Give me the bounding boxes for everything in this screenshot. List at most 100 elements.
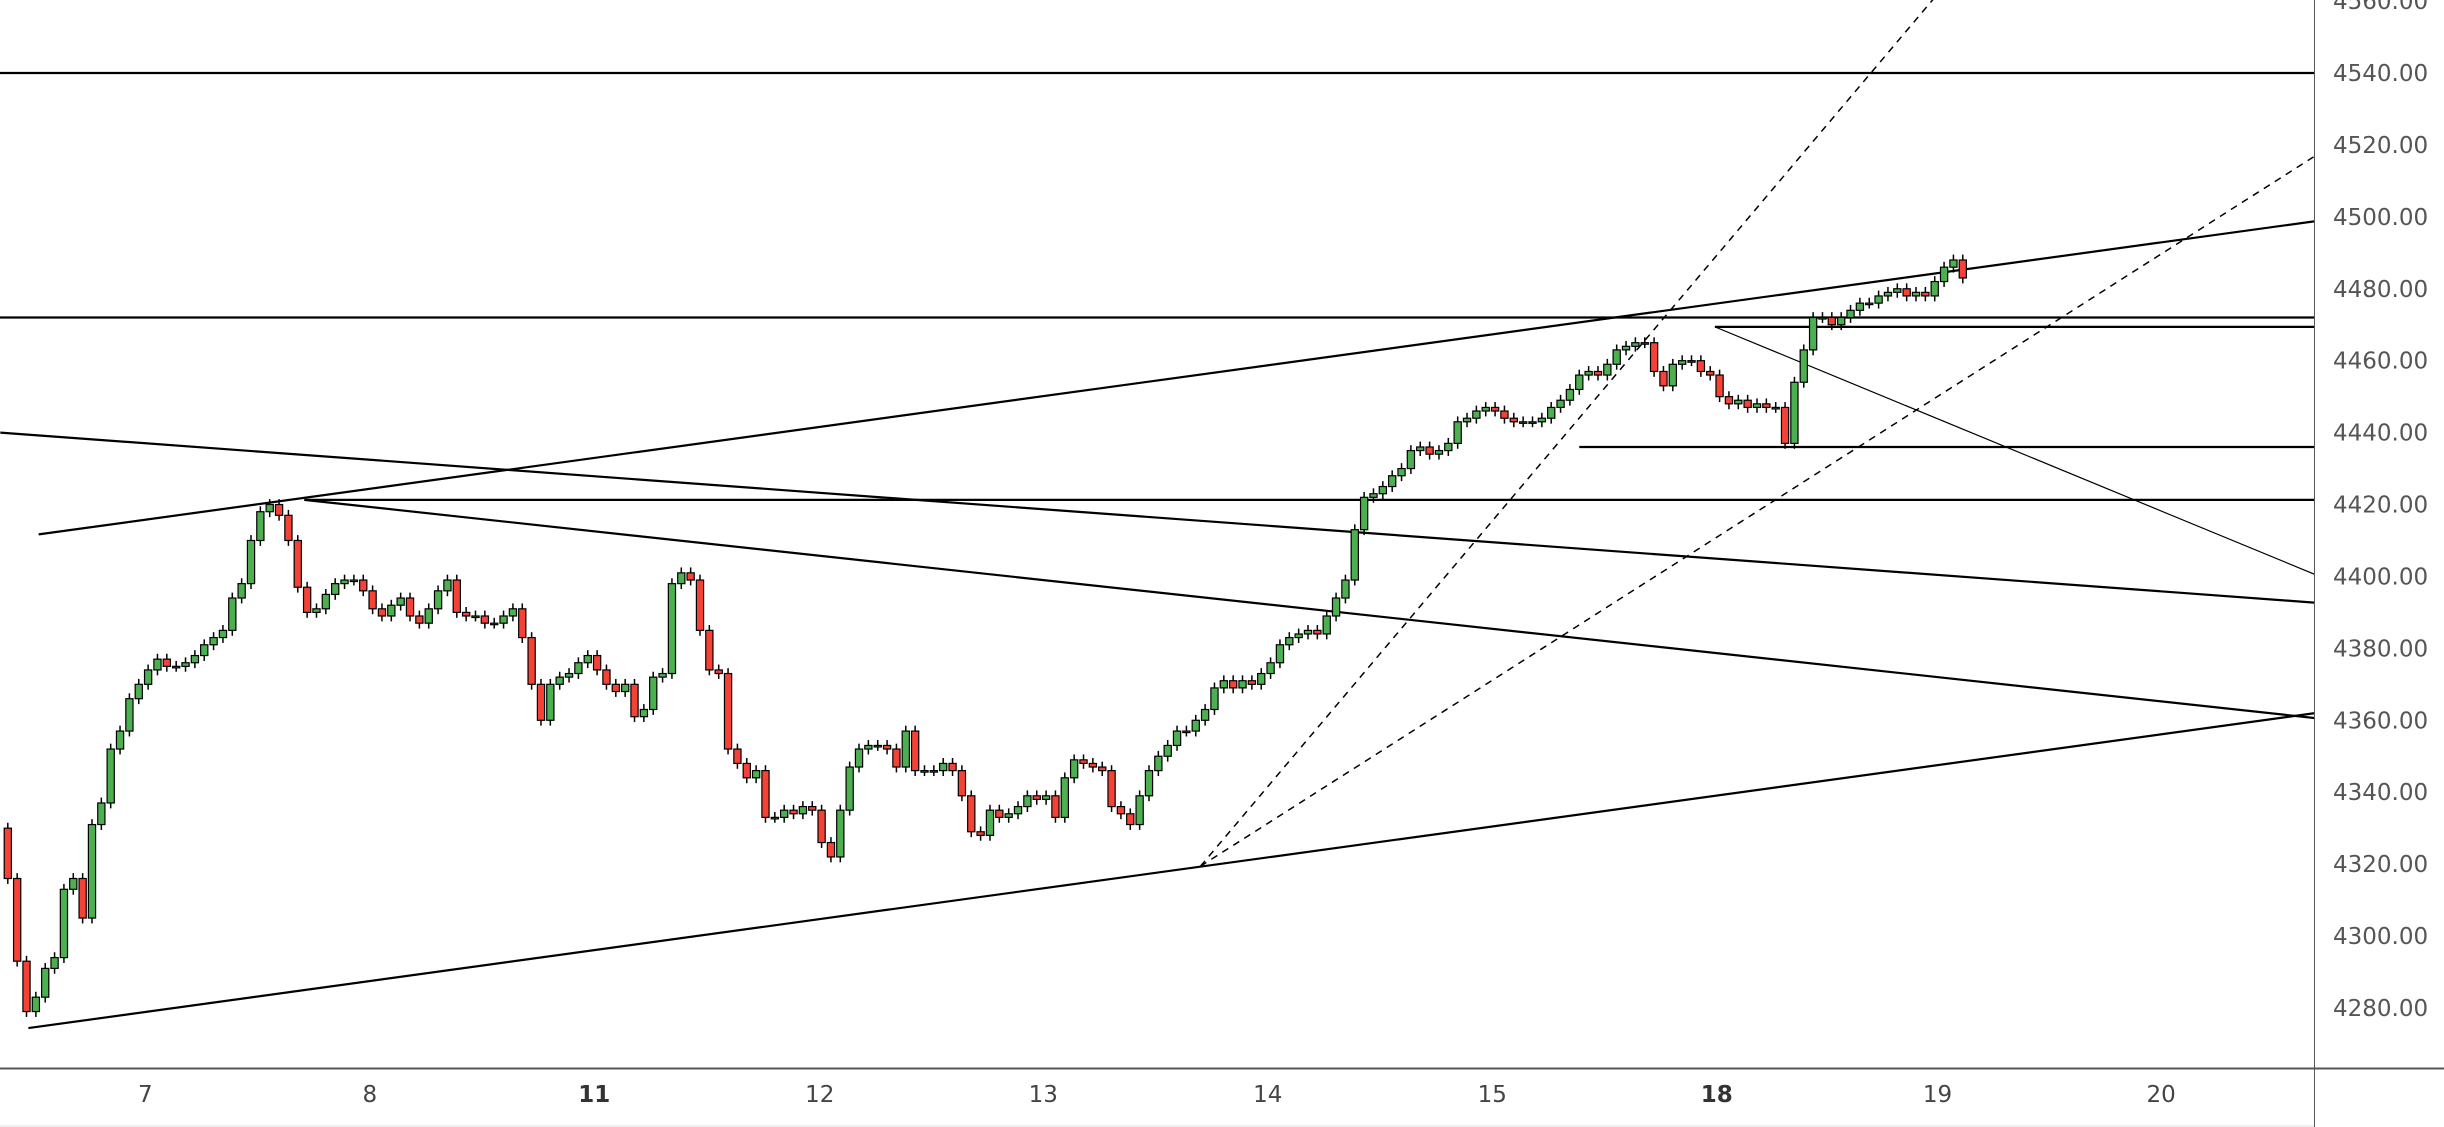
candle-body <box>751 770 761 779</box>
candle-body <box>1144 770 1154 797</box>
candle <box>798 801 808 820</box>
candle-body <box>1958 259 1967 279</box>
candle-body <box>3 827 12 880</box>
candle <box>1874 290 1883 309</box>
candle <box>686 567 695 586</box>
candle-body <box>1182 730 1191 734</box>
candle-body <box>1294 633 1303 639</box>
candle <box>929 765 939 777</box>
candle <box>742 758 751 784</box>
candle-body <box>1397 467 1406 477</box>
candle <box>677 567 686 590</box>
trend-line-7[interactable] <box>304 498 2315 720</box>
candle-body <box>368 590 377 610</box>
candle-body <box>1331 597 1341 617</box>
candle-body <box>265 503 274 513</box>
candle-body <box>1472 410 1481 419</box>
candle <box>1743 394 1752 413</box>
candle-body <box>1752 403 1762 409</box>
candle-body <box>985 809 995 836</box>
candle <box>1939 261 1949 287</box>
plot-area[interactable] <box>0 0 2314 1068</box>
drawings-layer <box>0 0 2316 1030</box>
candle <box>452 574 461 618</box>
candle-body <box>630 683 639 718</box>
candle <box>761 765 770 823</box>
candle-body <box>1004 813 1013 818</box>
candle-body <box>1500 410 1509 419</box>
candle-body <box>1846 309 1855 319</box>
candle <box>1191 714 1200 737</box>
candle-body <box>1350 529 1359 581</box>
candle <box>405 592 415 622</box>
candle-body <box>929 770 939 773</box>
candle <box>789 804 798 820</box>
candle <box>1285 632 1294 651</box>
price-tick-label: 4320.00 <box>2333 852 2428 878</box>
candle <box>1790 376 1799 449</box>
candle <box>536 678 546 726</box>
candle <box>312 603 321 618</box>
candle-body <box>1013 805 1023 815</box>
candle-body <box>1387 475 1397 488</box>
candle <box>1500 405 1509 424</box>
candle-body <box>1116 805 1126 815</box>
candle <box>1565 384 1575 406</box>
candle <box>695 574 705 636</box>
candle-body <box>536 683 546 721</box>
candle <box>1079 754 1088 769</box>
candle <box>751 765 761 784</box>
candle <box>1481 402 1490 417</box>
candle <box>1706 366 1715 381</box>
trend-line-9[interactable] <box>1714 326 2316 575</box>
candle <box>770 811 780 823</box>
candle-body <box>228 597 237 631</box>
candle-body <box>1893 288 1902 293</box>
candle <box>574 657 583 679</box>
candle-body <box>78 877 87 919</box>
candle-body <box>882 744 892 750</box>
candle-body <box>59 888 69 959</box>
candle <box>1575 369 1584 395</box>
candle-body <box>1799 349 1808 383</box>
candle <box>1387 470 1397 492</box>
trend-line-5[interactable] <box>38 220 2316 536</box>
trend-line-6[interactable] <box>0 431 2315 604</box>
price-tick-label: 4480.00 <box>2333 277 2428 303</box>
candle-body <box>1518 421 1528 424</box>
time-axis[interactable] <box>0 1070 2314 1125</box>
price-tick-label: 4520.00 <box>2333 133 2428 159</box>
candle-body <box>761 770 770 818</box>
time-tick-label: 14 <box>1253 1082 1282 1108</box>
candle <box>69 873 78 895</box>
candle-body <box>611 683 621 693</box>
candle <box>658 668 667 683</box>
candle <box>1780 402 1790 449</box>
candle-body <box>256 511 265 542</box>
candle <box>461 607 471 622</box>
candle <box>779 804 789 823</box>
candle <box>705 624 714 676</box>
candle <box>1238 675 1247 694</box>
candle <box>228 592 237 636</box>
trend-line-8[interactable] <box>28 712 2315 1030</box>
candle <box>1893 283 1902 298</box>
candle-body <box>574 662 583 675</box>
price-axis[interactable] <box>2314 0 2444 1068</box>
candle-body <box>1069 759 1079 779</box>
candle-body <box>1079 759 1088 765</box>
candle-body <box>1266 662 1275 675</box>
candle-body <box>1088 762 1098 768</box>
candle <box>1827 312 1837 331</box>
candle-body <box>1706 370 1715 376</box>
candle <box>1659 366 1668 392</box>
candle <box>1603 358 1612 381</box>
candle-body <box>1238 680 1247 689</box>
candle-body <box>779 809 789 818</box>
candle <box>1547 402 1556 424</box>
candle <box>22 955 31 1017</box>
candle-body <box>1051 795 1060 818</box>
candle <box>583 650 592 669</box>
candle-body <box>1949 259 1958 268</box>
